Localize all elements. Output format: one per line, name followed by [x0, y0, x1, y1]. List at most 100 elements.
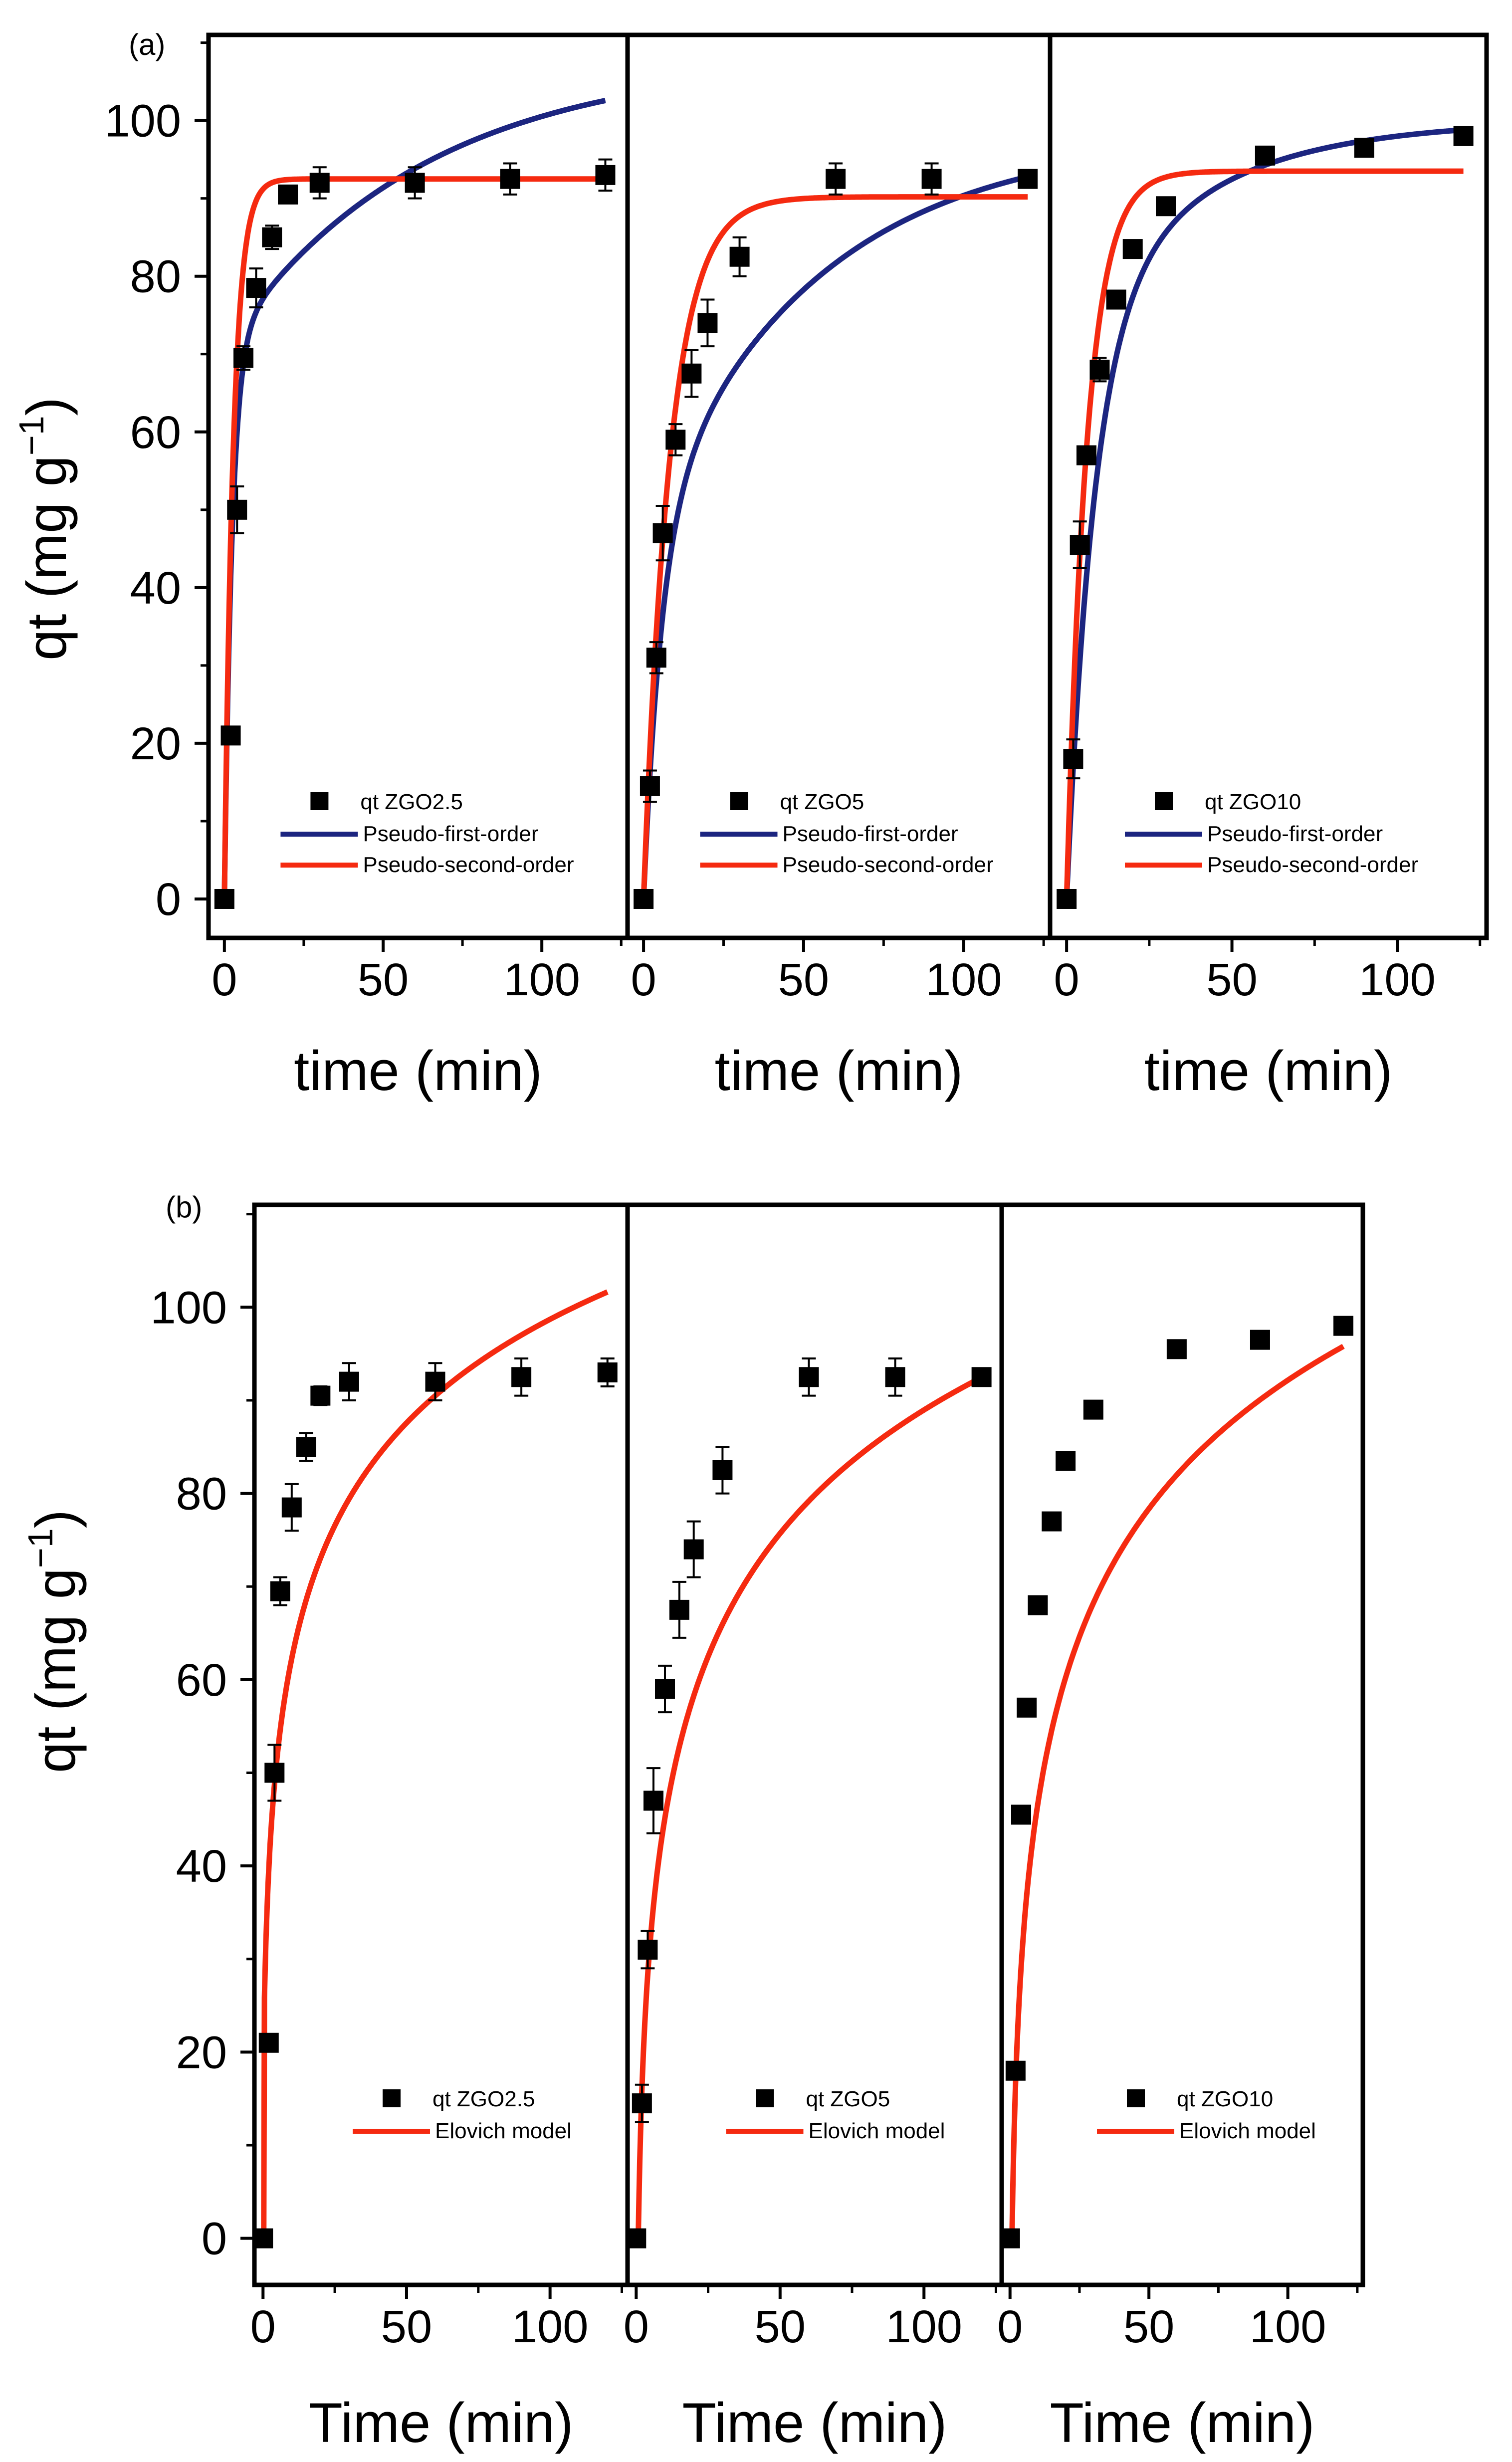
legend-marker: [383, 2089, 401, 2107]
data-point: [1056, 1451, 1076, 1471]
legend-marker: [730, 792, 748, 810]
data-point: [310, 1385, 331, 1406]
y-axis-label-a-close: ): [15, 397, 78, 416]
x-tick-label: 0: [624, 2301, 649, 2352]
panel-label-a: (a): [129, 28, 165, 61]
data-point: [634, 889, 654, 909]
legend-label: qt ZGO10: [1205, 790, 1301, 814]
legend-label: qt ZGO5: [780, 790, 864, 814]
data-point: [258, 2032, 279, 2053]
series-line-pfo: [221, 98, 608, 899]
legend-label: Elovich model: [435, 2119, 572, 2143]
plot-frame: [1048, 32, 1489, 940]
x-tick-label: 50: [381, 2301, 432, 2352]
x-tick-label: 0: [250, 2301, 276, 2352]
legend-label: Pseudo-second-order: [363, 853, 574, 877]
data-point: [281, 1497, 302, 1518]
y-axis-label-b-close: ): [24, 1510, 87, 1528]
panel-label-b: (b): [166, 1190, 202, 1224]
data-point: [1156, 196, 1176, 217]
data-point: [799, 1367, 819, 1387]
data-point: [309, 173, 330, 193]
data-point: [669, 1599, 689, 1620]
data-point: [425, 1371, 445, 1392]
x-tick-label: 100: [925, 954, 1002, 1005]
x-axis-label: Time (min): [1050, 2392, 1315, 2454]
chart-a-zgo5: 0 50 100 time (min) qt ZGO5 Pseudo-first-orde…: [625, 32, 1053, 1102]
data-point: [262, 227, 282, 247]
chart-b-zgo2.5: 0 50 100 0 20 40 60 80 100 Time (min) qt ZGO2.5 Elo…: [151, 1202, 630, 2454]
data-point: [220, 725, 241, 746]
x-tick-label: 50: [358, 954, 409, 1005]
data-point: [1005, 2060, 1026, 2081]
x-axis-label: time (min): [294, 1040, 542, 1102]
y-tick-label: 100: [105, 96, 182, 147]
data-point: [681, 363, 702, 384]
x-tick-label: 100: [503, 954, 580, 1005]
data-point: [646, 648, 666, 668]
data-point: [1028, 1595, 1048, 1615]
data-point: [214, 889, 234, 909]
legend-label: Elovich model: [1179, 2119, 1316, 2143]
legend-label: Pseudo-first-order: [363, 822, 538, 846]
data-point: [1354, 138, 1374, 158]
y-tick-label: 20: [176, 2027, 227, 2078]
y-axis-label-a-exponent: −1: [12, 416, 51, 455]
data-point: [253, 2228, 273, 2248]
data-point: [626, 2228, 647, 2248]
data-point: [595, 165, 616, 185]
data-point: [712, 1460, 733, 1480]
data-point: [1070, 535, 1090, 555]
x-tick-label: 100: [512, 2301, 589, 2352]
data-point: [500, 169, 520, 189]
data-point: [640, 776, 660, 796]
data-point: [270, 1581, 290, 1601]
x-tick-label: 100: [1250, 2301, 1326, 2352]
data-point: [652, 523, 673, 543]
data-point: [1018, 169, 1038, 189]
y-axis-label-a: qt (mg g−1): [12, 397, 78, 661]
data-point: [233, 348, 253, 368]
x-tick-label: 0: [631, 954, 656, 1005]
data-point: [683, 1539, 704, 1560]
chart-b-zgo10: 0 50 100 Time (min) qt ZGO10 Elovich model: [997, 1202, 1365, 2454]
chart-b-zgo5: 0 50 100 Time (min) qt ZGO5 Elovich model: [624, 1202, 1004, 2454]
x-axis-label: time (min): [1144, 1040, 1393, 1102]
y-tick-label: 80: [130, 251, 181, 302]
data-point: [1011, 1804, 1031, 1825]
y-tick-label: 0: [156, 874, 181, 925]
y-tick-label: 40: [176, 1841, 227, 1892]
legend-label: qt ZGO2.5: [360, 790, 462, 814]
data-point: [264, 1763, 285, 1783]
x-tick-label: 0: [997, 2301, 1023, 2352]
series-line-pso: [1064, 168, 1466, 899]
data-point: [405, 173, 425, 193]
y-axis-label-b: qt (mg g−1): [21, 1510, 87, 1773]
legend-label: qt ZGO2.5: [432, 2087, 535, 2111]
data-point: [638, 1940, 658, 1960]
data-point: [632, 2093, 652, 2114]
y-tick-label: 20: [130, 718, 181, 769]
data-point: [246, 278, 266, 298]
data-point: [885, 1367, 905, 1387]
x-axis-label: Time (min): [309, 2392, 574, 2454]
x-tick-label: 50: [755, 2301, 806, 2352]
data-point: [921, 169, 942, 189]
data-point: [826, 169, 846, 189]
data-point: [1106, 289, 1126, 310]
y-axis-label-b-exponent: −1: [21, 1528, 60, 1568]
legend-label: Pseudo-first-order: [1207, 822, 1383, 846]
x-tick-label: 50: [1206, 954, 1257, 1005]
chart-panels: 0 50 100 0 20 40 60 80 100 time (min) qt ZGO2.5 Pse…: [105, 32, 1489, 2454]
data-point: [1057, 889, 1077, 909]
data-point: [339, 1371, 359, 1392]
legend-marker: [310, 792, 329, 810]
y-tick-label: 40: [130, 563, 181, 614]
data-point: [1453, 126, 1474, 146]
x-tick-label: 50: [778, 954, 829, 1005]
legend-label: Pseudo-second-order: [783, 853, 994, 877]
data-point: [1089, 359, 1110, 380]
data-point: [1083, 1399, 1103, 1420]
x-axis-label: Time (min): [682, 2392, 947, 2454]
x-tick-label: 0: [212, 954, 237, 1005]
